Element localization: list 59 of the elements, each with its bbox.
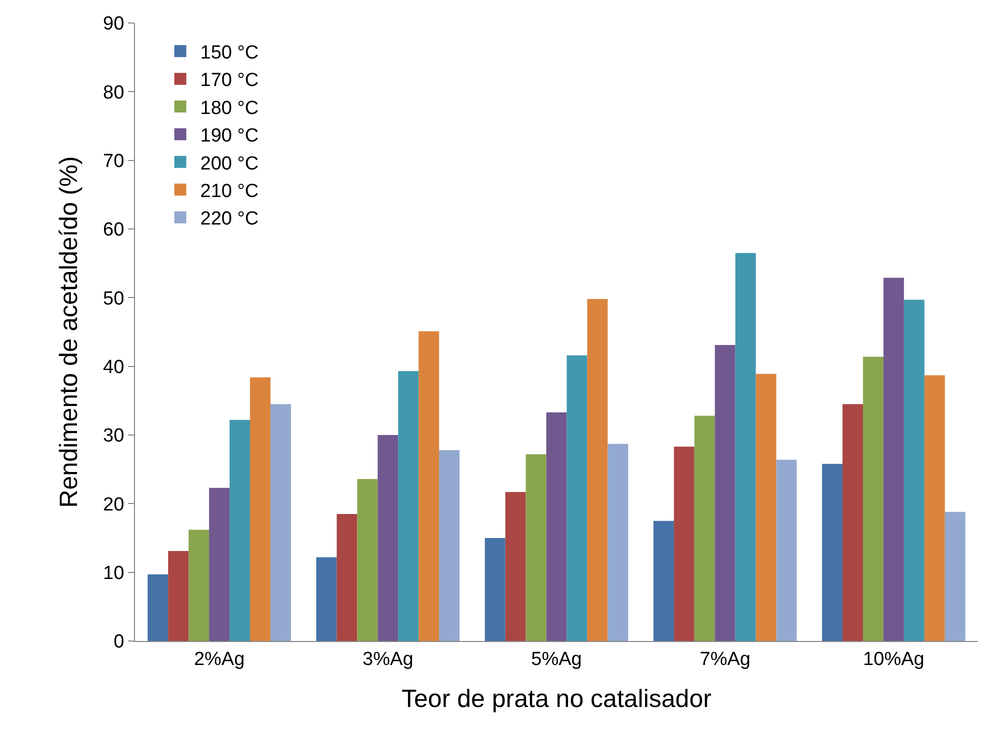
legend-label: 150 °C: [200, 42, 259, 64]
bar: [735, 253, 756, 641]
bar: [822, 464, 843, 641]
bar: [398, 371, 419, 641]
bar: [904, 300, 924, 641]
bar: [608, 444, 628, 641]
bar: [418, 331, 440, 641]
bar: [694, 416, 715, 641]
bar: [924, 375, 945, 641]
bar: [357, 478, 378, 641]
x-axis-title: Teor de prata no catalisador: [402, 684, 712, 713]
bar: [168, 551, 189, 641]
bar: [439, 450, 460, 641]
bar: [526, 454, 546, 641]
legend-label: 200 °C: [200, 153, 259, 174]
legend-label: 220 °C: [200, 208, 259, 230]
bar: [566, 355, 588, 641]
bar: [883, 278, 904, 641]
bar: [148, 574, 168, 641]
bar: [336, 514, 358, 641]
bar: [316, 557, 337, 641]
bar: [250, 377, 270, 641]
bar: [842, 404, 863, 641]
bar: [756, 374, 776, 641]
y-axis-title: Rendimento de acetaldeído (%): [54, 156, 83, 508]
bar: [546, 412, 567, 641]
bar: [270, 404, 291, 641]
bar: [505, 492, 526, 641]
legend-label: 190 °C: [200, 126, 259, 147]
bar: [587, 299, 608, 641]
x-tick-label: 10%Ag: [863, 648, 924, 670]
bar: [209, 488, 230, 641]
bar: [944, 512, 966, 641]
bar: [862, 356, 884, 641]
bar: [230, 420, 250, 641]
bar: [776, 460, 797, 641]
y-tick-label: 40: [103, 356, 124, 378]
legend-label: 170 °C: [200, 70, 259, 92]
bar: [378, 435, 398, 641]
bar: [188, 530, 210, 641]
y-tick-label: 60: [103, 220, 124, 241]
bar: [484, 538, 506, 641]
x-tick-label: 3%Ag: [362, 648, 414, 670]
y-tick-label: 20: [103, 494, 124, 516]
bar: [714, 345, 736, 641]
y-tick-label: 0: [114, 632, 124, 653]
x-tick-label: 2%Ag: [194, 648, 245, 670]
x-tick-label: 7%Ag: [700, 648, 750, 670]
y-tick-label: 70: [103, 150, 124, 172]
x-tick-label: 5%Ag: [531, 648, 582, 670]
y-tick-label: 90: [103, 14, 124, 35]
y-tick-label: 30: [103, 426, 124, 447]
y-tick-label: 80: [103, 82, 124, 104]
bar: [674, 446, 694, 641]
y-tick-label: 10: [103, 562, 124, 584]
bar: [653, 520, 674, 641]
legend-label: 210 °C: [200, 181, 259, 202]
y-tick-label: 50: [103, 288, 124, 310]
legend-label: 180 °C: [200, 98, 259, 119]
